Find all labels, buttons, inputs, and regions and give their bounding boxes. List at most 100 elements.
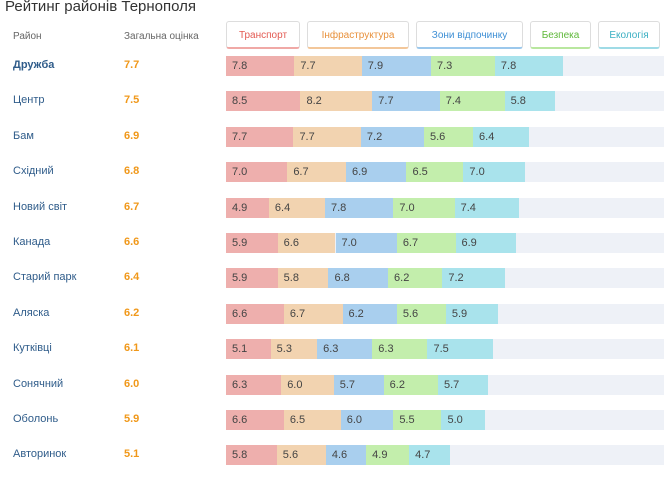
district-label[interactable]: Центр [13, 94, 45, 107]
bar-segment-ecology[interactable]: 5.0 [441, 410, 486, 430]
bar-segment-safety[interactable]: 6.7 [396, 233, 456, 253]
bar-segment-transport[interactable]: 5.9 [226, 268, 278, 289]
overall-score: 6.0 [124, 377, 140, 390]
bar-segment-safety[interactable]: 6.5 [406, 162, 464, 183]
district-label[interactable]: Старий парк [13, 271, 77, 284]
bar-segment-recreation[interactable]: 6.9 [346, 162, 407, 183]
bar-segment-transport[interactable]: 7.8 [226, 56, 295, 76]
bar-segment-recreation[interactable]: 6.3 [317, 339, 373, 360]
bar-segment-ecology[interactable]: 5.9 [445, 303, 498, 324]
bar-segment-safety[interactable]: 4.9 [366, 445, 410, 466]
district-label[interactable]: Дружба [13, 59, 55, 71]
bar-segment-transport[interactable]: 4.9 [226, 197, 269, 218]
bar-segment-recreation[interactable]: 7.0 [335, 233, 397, 253]
bar-segment-recreation[interactable]: 7.7 [372, 91, 440, 112]
overall-score: 6.6 [124, 236, 140, 248]
bar-track: 5.1 5.3 6.3 6.3 7.5 [226, 339, 664, 360]
overall-score: 5.1 [124, 448, 140, 461]
bar-segment-transport[interactable]: 6.3 [226, 374, 282, 395]
page-title: Рейтинг районів Тернополя [5, 0, 197, 15]
legend-infrastructure-button[interactable]: Інфраструктура [307, 21, 409, 49]
legend-recreation-button[interactable]: Зони відпочинку [416, 21, 523, 49]
bar-segment-infrastructure[interactable]: 6.4 [268, 197, 325, 218]
bar-track: 6.6 6.5 6.0 5.5 5.0 [226, 410, 664, 430]
district-label[interactable]: Кутківці [13, 342, 52, 355]
bar-segment-transport[interactable]: 8.5 [226, 91, 301, 112]
bar-segment-safety[interactable]: 6.3 [372, 339, 428, 360]
bar-segment-transport[interactable]: 6.6 [226, 410, 284, 430]
district-label[interactable]: Аляска [13, 306, 50, 319]
district-label[interactable]: Канада [13, 236, 51, 248]
bar-segment-recreation[interactable]: 5.7 [333, 374, 384, 395]
bar-segment-ecology[interactable]: 4.7 [409, 445, 451, 466]
bar-segment-ecology[interactable]: 6.4 [473, 126, 530, 147]
overall-score: 6.9 [124, 129, 140, 142]
bar-segment-recreation[interactable]: 6.8 [328, 268, 389, 289]
bar-segment-infrastructure[interactable]: 6.5 [283, 410, 341, 430]
bar-segment-transport[interactable]: 5.8 [226, 445, 277, 466]
bar-track: 7.7 7.7 7.2 5.6 6.4 [226, 126, 664, 147]
bar-segment-ecology[interactable]: 7.4 [454, 197, 520, 218]
overall-header: Загальна оцінка [124, 31, 199, 42]
bar-track: 5.9 6.6 7.0 6.7 6.9 [226, 233, 664, 253]
district-header: Район [13, 31, 42, 42]
bar-segment-ecology[interactable]: 5.8 [504, 91, 556, 112]
bar-track: 7.8 7.7 7.9 7.3 7.8 [226, 56, 664, 76]
bar-segment-infrastructure[interactable]: 6.7 [283, 303, 343, 324]
legend-ecology-button[interactable]: Екологія [598, 21, 660, 49]
bar-segment-ecology[interactable]: 7.5 [427, 339, 494, 360]
bar-segment-recreation[interactable]: 7.8 [324, 197, 394, 218]
bar-segment-safety[interactable]: 6.2 [383, 374, 438, 395]
legend-safety-button[interactable]: Безпека [530, 21, 591, 49]
overall-score: 6.4 [124, 271, 140, 284]
bar-segment-ecology[interactable]: 7.0 [463, 162, 525, 183]
bar-segment-safety[interactable]: 5.6 [396, 303, 446, 324]
district-label[interactable]: Оболонь [13, 413, 59, 425]
bar-segment-recreation[interactable]: 6.2 [342, 303, 397, 324]
bar-track: 6.6 6.7 6.2 5.6 5.9 [226, 303, 664, 324]
district-label[interactable]: Бам [13, 129, 34, 142]
bar-segment-transport[interactable]: 7.7 [226, 126, 294, 147]
overall-score: 7.7 [124, 59, 140, 71]
bar-track: 6.3 6.0 5.7 6.2 5.7 [226, 374, 664, 395]
overall-score: 6.2 [124, 306, 140, 319]
bar-segment-ecology[interactable]: 6.9 [455, 233, 516, 253]
overall-score: 6.7 [124, 200, 140, 213]
bar-segment-infrastructure[interactable]: 6.6 [277, 233, 336, 253]
overall-score: 5.9 [124, 413, 140, 425]
bar-track: 7.0 6.7 6.9 6.5 7.0 [226, 162, 664, 183]
bar-segment-safety[interactable]: 5.5 [393, 410, 442, 430]
bar-segment-infrastructure[interactable]: 5.8 [277, 268, 329, 289]
bar-segment-ecology[interactable]: 7.8 [494, 56, 564, 76]
district-label[interactable]: Авторинок [13, 448, 67, 461]
bar-segment-recreation[interactable]: 4.6 [325, 445, 367, 466]
bar-segment-safety[interactable]: 7.3 [430, 56, 495, 76]
bar-segment-recreation[interactable]: 7.2 [360, 126, 424, 147]
bar-segment-transport[interactable]: 7.0 [226, 162, 288, 183]
bar-segment-safety[interactable]: 7.0 [393, 197, 455, 218]
bar-segment-transport[interactable]: 6.6 [226, 303, 284, 324]
bar-segment-recreation[interactable]: 6.0 [340, 410, 394, 430]
bar-segment-safety[interactable]: 6.2 [388, 268, 443, 289]
bar-segment-infrastructure[interactable]: 8.2 [300, 91, 373, 112]
bar-segment-infrastructure[interactable]: 5.3 [270, 339, 318, 360]
bar-track: 4.9 6.4 7.8 7.0 7.4 [226, 197, 664, 218]
bar-segment-transport[interactable]: 5.9 [226, 233, 278, 253]
bar-segment-transport[interactable]: 5.1 [226, 339, 271, 360]
bar-segment-ecology[interactable]: 7.2 [442, 268, 506, 289]
bar-segment-infrastructure[interactable]: 5.6 [276, 445, 326, 466]
legend-transport-button[interactable]: Транспорт [226, 21, 300, 49]
district-label[interactable]: Новий світ [13, 200, 68, 213]
district-label[interactable]: Східний [13, 165, 54, 178]
bar-segment-infrastructure[interactable]: 6.0 [281, 374, 334, 395]
bar-segment-infrastructure[interactable]: 7.7 [293, 126, 361, 147]
bar-segment-safety[interactable]: 5.6 [423, 126, 474, 147]
district-label[interactable]: Сонячний [13, 377, 64, 390]
bar-segment-infrastructure[interactable]: 6.7 [287, 162, 346, 183]
bar-segment-infrastructure[interactable]: 7.7 [294, 56, 362, 76]
bar-segment-recreation[interactable]: 7.9 [361, 56, 431, 76]
bar-track: 5.9 5.8 6.8 6.2 7.2 [226, 268, 664, 289]
bar-track: 5.8 5.6 4.6 4.9 4.7 [226, 445, 664, 466]
bar-segment-safety[interactable]: 7.4 [439, 91, 505, 112]
bar-segment-ecology[interactable]: 5.7 [437, 374, 488, 395]
